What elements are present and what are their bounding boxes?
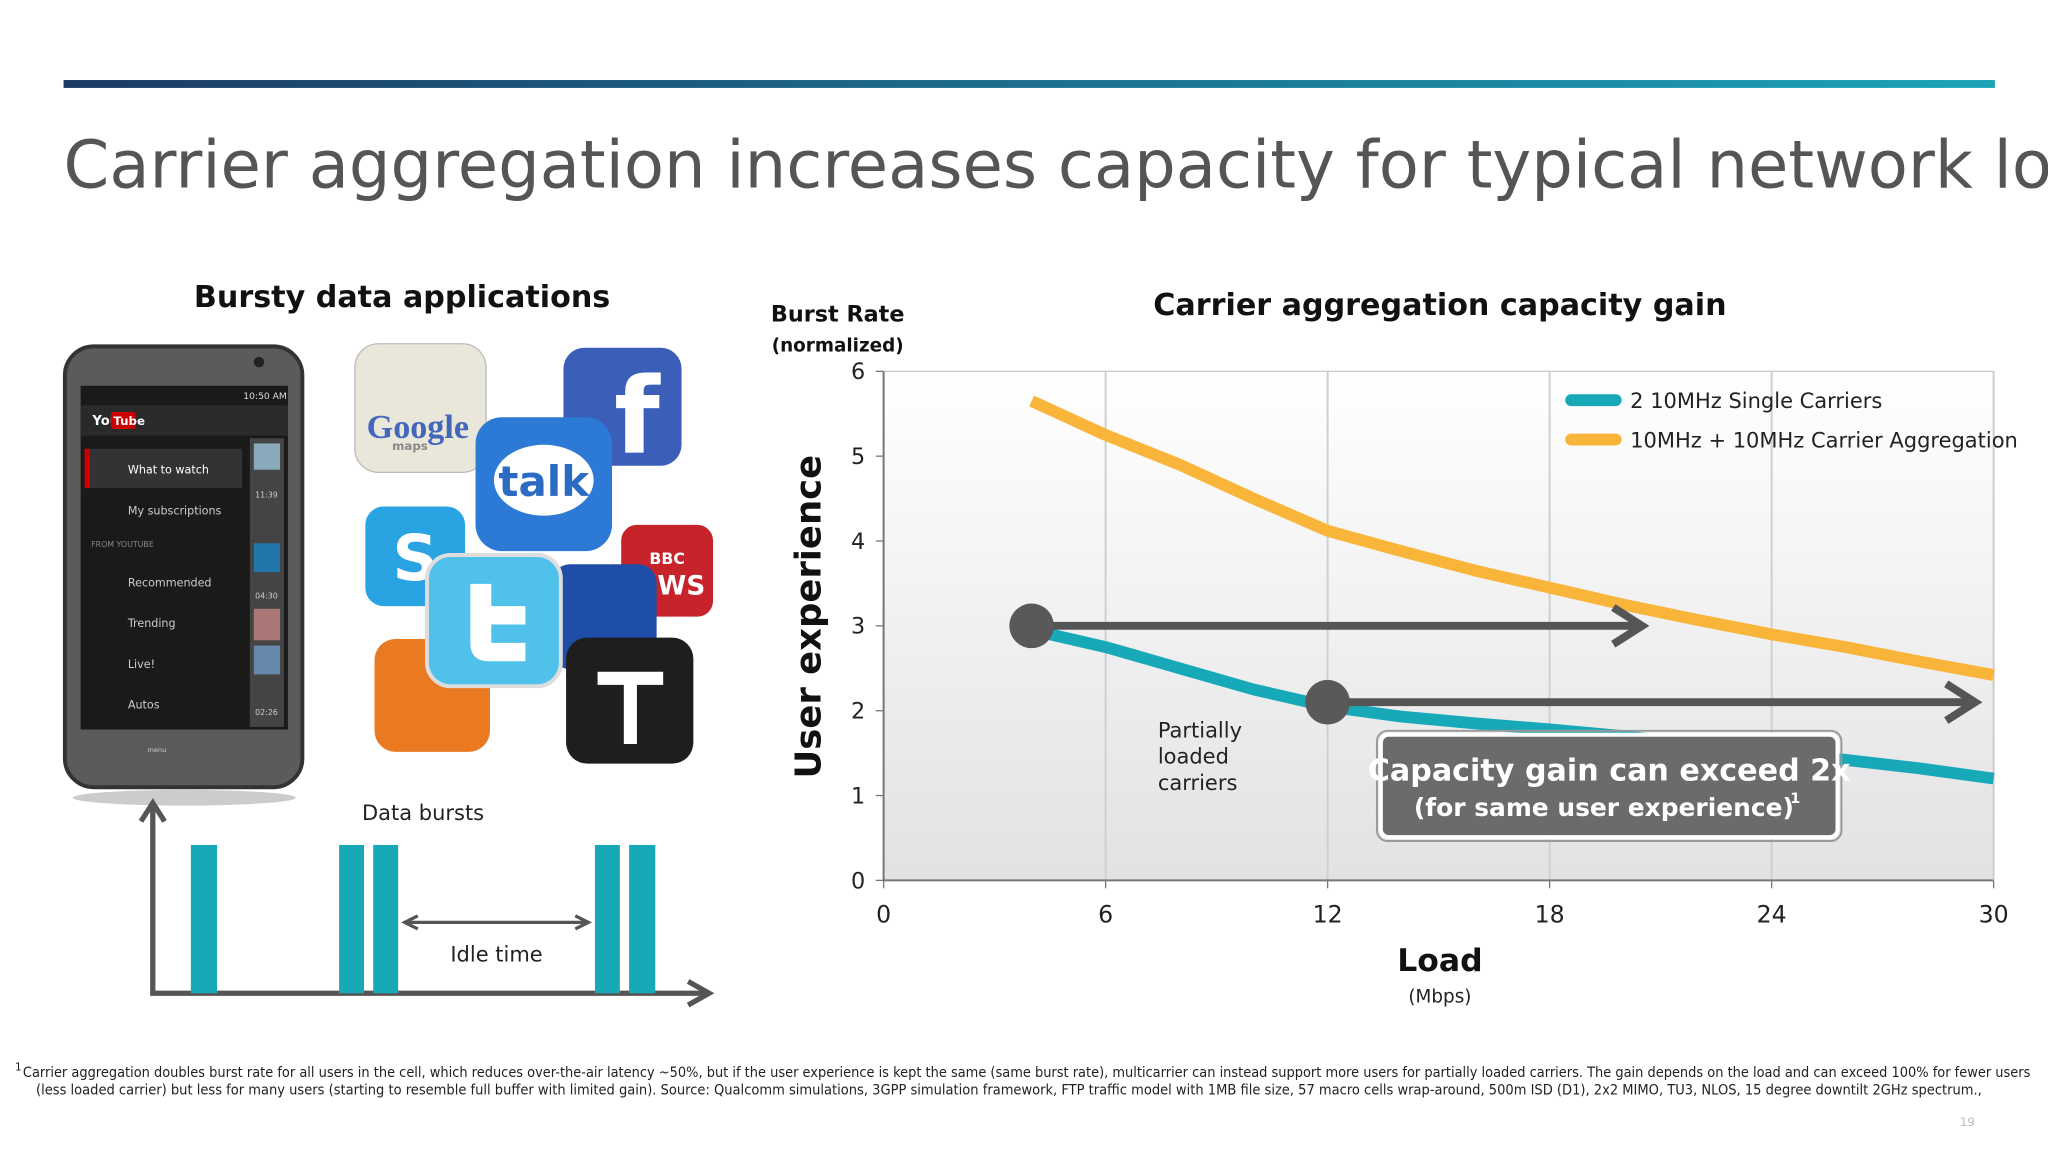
arrow-origin (1009, 603, 1054, 649)
annotation: carriers (1158, 771, 1238, 795)
arrow-origin (1305, 679, 1350, 725)
icon-text: f (614, 356, 661, 478)
callout-text: (for same user experience) (1414, 793, 1794, 822)
app-icons: Google maps f EWS BBC talk S ​ (354, 343, 714, 764)
y-tick-label: 2 (851, 699, 865, 725)
phone-menu: Autos (128, 699, 160, 712)
x-tick-label: 12 (1313, 900, 1343, 928)
annotation: loaded (1158, 745, 1229, 769)
phone-duration: 04:30 (255, 591, 278, 600)
phone-menu: Trending (127, 617, 176, 630)
y-tick-label: 4 (851, 529, 865, 555)
burst-diagram (138, 798, 715, 1008)
phone-duration: 02:26 (255, 708, 278, 717)
y-axis-label: User experience (789, 455, 830, 779)
phone-logo: Tube (113, 414, 145, 428)
callout-box (1378, 732, 1840, 840)
footnote: Carrier aggregation doubles burst rate f… (23, 1065, 2030, 1081)
top-rule (63, 80, 1995, 88)
footnote: (less loaded carrier) but less for many … (36, 1082, 1982, 1098)
x-tick-label: 18 (1535, 900, 1565, 928)
arrow (1031, 604, 1650, 648)
phone-menu: My subscriptions (128, 504, 222, 517)
arrow (1327, 680, 1983, 724)
phone-menu: Recommended (128, 576, 212, 589)
phone-menu: What to watch (128, 464, 209, 477)
slide-title: Carrier aggregation increases capacity f… (64, 128, 2048, 204)
left-heading: Bursty data applications (194, 280, 610, 315)
x-tick-label: 0 (876, 900, 891, 928)
x-tick-label: 24 (1757, 900, 1787, 928)
phone-duration: 11:39 (255, 490, 278, 499)
callout-note: 1 (1790, 791, 1800, 807)
y-tick-label: 3 (851, 614, 865, 640)
callout-outline (1375, 729, 1843, 843)
phone-time: 10:50 AM (243, 391, 287, 402)
y-tick-label: 1 (851, 783, 865, 809)
footnote-marker: 1 (15, 1062, 22, 1074)
phone-softkey: menu (148, 746, 167, 754)
x-tick-label: 30 (1979, 900, 2009, 928)
y-header: (normalized) (772, 336, 904, 357)
legend-label: 10MHz + 10MHz Carrier Aggregation (1630, 428, 2018, 452)
callout-text: Capacity gain can exceed 2x (1368, 754, 1851, 789)
chart-title: Carrier aggregation capacity gain (1153, 288, 1726, 323)
annotation: Partially (1158, 718, 1242, 742)
y-header: Burst Rate (771, 301, 905, 327)
legend-label: 2 10MHz Single Carriers (1630, 389, 1882, 413)
phone-section: FROM YOUTUBE (91, 540, 154, 549)
page-number: 19 (1960, 1115, 1975, 1129)
icon-text: Google (367, 409, 469, 446)
y-tick-label: 0 (851, 868, 865, 894)
icon-text: maps (392, 439, 428, 453)
bursts-label: Data bursts (362, 801, 484, 825)
phone-menu: Live! (128, 658, 155, 671)
y-tick-label: 6 (851, 359, 865, 385)
phone: You Tube 10:50 AM What to watch My subsc… (62, 344, 305, 806)
x-axis-label: Load (1397, 943, 1482, 979)
idle-label: Idle time (450, 943, 542, 967)
x-tick-label: 6 (1098, 900, 1113, 928)
plot: 0 6 12 18 24 300123456Partiallyloadedcarriers… (851, 359, 2018, 928)
series-line (1029, 395, 1995, 681)
x-axis-unit: (Mbps) (1408, 986, 1471, 1007)
icon-text: talk (498, 457, 590, 506)
y-tick-label: 5 (851, 444, 865, 470)
icon-text: BBC (649, 549, 685, 568)
